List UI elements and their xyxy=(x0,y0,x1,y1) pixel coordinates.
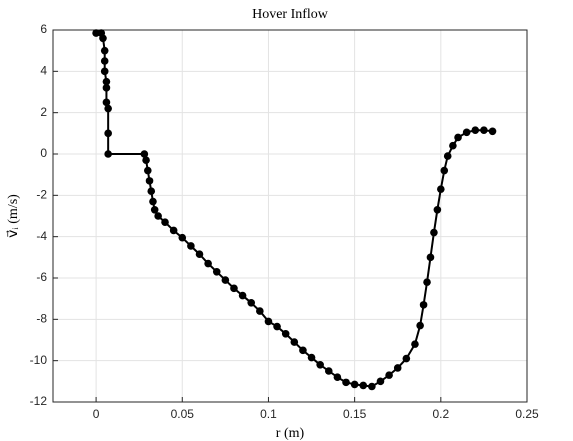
data-point xyxy=(433,206,442,214)
y-tick-label: -2 xyxy=(36,188,47,202)
data-point xyxy=(416,321,424,330)
y-tick-label: -8 xyxy=(36,312,47,326)
data-point xyxy=(273,322,281,331)
data-point xyxy=(187,242,195,250)
y-axis-label: v⃗ᵢ (m/s) xyxy=(6,194,21,238)
data-point xyxy=(316,361,324,369)
y-tick-label: -4 xyxy=(36,229,47,243)
data-point xyxy=(430,228,438,237)
data-point xyxy=(385,371,393,379)
data-point xyxy=(221,276,230,284)
data-point xyxy=(333,373,342,382)
data-point xyxy=(154,212,162,220)
data-point xyxy=(99,34,107,43)
x-tick-label: 0 xyxy=(93,407,100,421)
data-point xyxy=(100,46,109,55)
data-point xyxy=(440,166,449,175)
data-point xyxy=(376,377,385,386)
data-point xyxy=(342,378,350,387)
x-tick-label: 0.15 xyxy=(343,407,367,421)
data-point xyxy=(150,206,159,214)
data-point xyxy=(264,317,273,326)
data-point xyxy=(147,187,156,195)
data-point xyxy=(238,291,247,300)
plot-area xyxy=(53,30,527,402)
data-point xyxy=(290,338,299,346)
y-tick-label: 6 xyxy=(40,22,47,36)
data-point xyxy=(247,299,256,307)
data-point xyxy=(144,166,152,175)
data-point xyxy=(324,367,333,375)
data-point xyxy=(204,259,212,268)
x-tick-label: 0.05 xyxy=(171,407,195,421)
axes-box xyxy=(52,29,528,403)
x-axis-label: r (m) xyxy=(276,426,305,441)
data-point xyxy=(142,156,150,164)
data-point xyxy=(350,380,359,389)
data-point xyxy=(102,77,111,86)
data-point xyxy=(100,67,109,76)
chart-title: Hover Inflow xyxy=(252,7,329,22)
data-point xyxy=(368,382,376,391)
data-point xyxy=(281,330,290,338)
data-point xyxy=(449,141,457,150)
data-point xyxy=(419,301,428,309)
data-point xyxy=(411,340,419,348)
data-point xyxy=(299,346,307,355)
y-tick-label: 0 xyxy=(40,146,47,160)
y-tick-label: 4 xyxy=(40,64,47,78)
data-point xyxy=(145,177,154,185)
data-point xyxy=(488,127,497,136)
x-tick-label: 0.25 xyxy=(515,407,539,421)
data-point xyxy=(480,126,488,135)
data-point xyxy=(195,250,204,259)
data-point xyxy=(426,253,435,262)
data-point xyxy=(149,197,157,206)
data-point xyxy=(256,307,264,315)
data-point xyxy=(104,104,112,113)
data-point xyxy=(471,126,480,135)
y-tick-label: 2 xyxy=(40,105,47,119)
x-tick-label: 0.1 xyxy=(260,407,277,421)
data-point xyxy=(307,353,316,362)
data-point xyxy=(423,278,431,286)
data-point xyxy=(102,84,111,92)
data-point xyxy=(230,284,238,293)
data-point xyxy=(212,268,221,276)
data-point xyxy=(402,354,411,363)
data-point xyxy=(393,364,402,372)
data-point xyxy=(359,381,368,390)
data-point xyxy=(100,57,109,65)
data-point xyxy=(462,128,471,137)
data-point xyxy=(437,185,445,193)
data-point xyxy=(104,129,112,138)
x-tick-label: 0.2 xyxy=(432,407,449,421)
data-point xyxy=(443,152,452,160)
y-tick-label: -12 xyxy=(30,394,48,408)
data-point xyxy=(454,133,462,142)
data-point xyxy=(161,218,169,226)
data-point xyxy=(169,226,178,235)
data-point xyxy=(140,150,149,158)
data-point xyxy=(178,233,187,242)
y-tick-label: -10 xyxy=(30,353,48,367)
data-point xyxy=(102,98,111,107)
data-point xyxy=(104,150,112,158)
y-tick-label: -6 xyxy=(36,270,47,284)
